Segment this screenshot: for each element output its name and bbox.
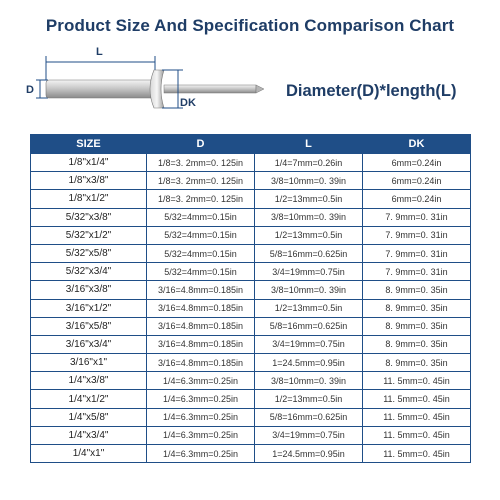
cell-size: 3/16"x1" xyxy=(30,353,147,373)
specification-table: SIZE D L DK 1/8"x1/4" 1/8=3. 2mm=0. 125in… xyxy=(30,134,471,464)
cell-dk: 6mm=0.24in xyxy=(362,153,471,173)
cell-l: 3/8=10mm=0. 39in xyxy=(254,208,363,227)
cell-size: 3/16"x3/4" xyxy=(30,335,147,355)
cell-dk: 8. 9mm=0. 35in xyxy=(362,353,471,373)
cell-d: 5/32=4mm=0.15in xyxy=(146,226,255,245)
cell-d: 3/16=4.8mm=0.185in xyxy=(146,335,255,355)
cell-size: 1/4"x3/4" xyxy=(30,426,147,446)
table-row: 3/16"x3/8" 3/16=4.8mm=0.185in 3/8=10mm=0. … xyxy=(30,280,471,300)
cell-d: 1/4=6.3mm=0.25in xyxy=(146,371,255,391)
cell-dk: 8. 9mm=0. 35in xyxy=(362,317,471,336)
cell-size: 5/32"x5/8" xyxy=(30,244,147,264)
table-row: 1/8"x1/2" 1/8=3. 2mm=0. 125in 1/2=13mm=0.5… xyxy=(30,189,471,209)
cell-d: 3/16=4.8mm=0.185in xyxy=(146,317,255,336)
cell-l: 1/2=13mm=0.5in xyxy=(254,389,363,409)
table-row: 1/4"x3/4" 1/4=6.3mm=0.25in 3/4=19mm=0.75in… xyxy=(30,426,471,446)
table-row: 3/16"x1" 3/16=4.8mm=0.185in 1=24.5mm=0.95i… xyxy=(30,353,471,373)
header-dk: DK xyxy=(362,134,471,154)
rivet-head xyxy=(149,69,165,109)
table-row: 5/32"x3/4" 5/32=4mm=0.15in 3/4=19mm=0.75in… xyxy=(30,262,471,282)
cell-d: 5/32=4mm=0.15in xyxy=(146,262,255,282)
cell-size: 3/16"x1/2" xyxy=(30,299,147,318)
cell-dk: 11. 5mm=0. 45in xyxy=(362,389,471,409)
cell-d: 1/4=6.3mm=0.25in xyxy=(146,389,255,409)
cell-d: 1/4=6.3mm=0.25in xyxy=(146,408,255,427)
cell-dk: 8. 9mm=0. 35in xyxy=(362,299,471,318)
cell-dk: 7. 9mm=0. 31in xyxy=(362,262,471,282)
rivet-dimension-diagram: L D DK xyxy=(26,46,265,109)
cell-d: 1/8=3. 2mm=0. 125in xyxy=(146,189,255,209)
header-d: D xyxy=(146,134,255,154)
length-label: L xyxy=(96,46,103,58)
cell-d: 3/16=4.8mm=0.185in xyxy=(146,353,255,373)
cell-size: 1/8"x1/4" xyxy=(30,153,147,173)
cell-d: 1/8=3. 2mm=0. 125in xyxy=(146,153,255,173)
cell-dk: 11. 5mm=0. 45in xyxy=(362,371,471,391)
table-row: 1/8"x3/8" 1/8=3. 2mm=0. 125in 3/8=10mm=0. … xyxy=(30,171,471,191)
table-row: 3/16"x1/2" 3/16=4.8mm=0.185in 1/2=13mm=0.5… xyxy=(30,299,471,318)
cell-size: 1/4"x3/8" xyxy=(30,371,147,391)
cell-l: 1/2=13mm=0.5in xyxy=(254,299,363,318)
cell-l: 3/4=19mm=0.75in xyxy=(254,262,363,282)
rivet-body xyxy=(45,79,157,99)
cell-l: 3/8=10mm=0. 39in xyxy=(254,280,363,300)
table-row: 3/16"x3/4" 3/16=4.8mm=0.185in 3/4=19mm=0.7… xyxy=(30,335,471,355)
cell-size: 1/8"x1/2" xyxy=(30,189,147,209)
table-row: 5/32"x5/8" 5/32=4mm=0.15in 5/8=16mm=0.625i… xyxy=(30,244,471,264)
head-diameter-label: DK xyxy=(180,97,196,109)
diameter-label: D xyxy=(26,84,34,96)
cell-l: 1=24.5mm=0.95in xyxy=(254,444,363,464)
cell-dk: 11. 5mm=0. 45in xyxy=(362,444,471,464)
cell-d: 1/4=6.3mm=0.25in xyxy=(146,444,255,464)
cell-l: 3/4=19mm=0.75in xyxy=(254,335,363,355)
table-header-row: SIZE D L DK xyxy=(30,134,471,154)
cell-size: 1/4"x5/8" xyxy=(30,408,147,427)
cell-d: 5/32=4mm=0.15in xyxy=(146,244,255,264)
cell-dk: 11. 5mm=0. 45in xyxy=(362,408,471,427)
cell-size: 3/16"x3/8" xyxy=(30,280,147,300)
header-size: SIZE xyxy=(30,134,147,154)
cell-dk: 8. 9mm=0. 35in xyxy=(362,335,471,355)
cell-l: 3/4=19mm=0.75in xyxy=(254,426,363,446)
cell-d: 1/4=6.3mm=0.25in xyxy=(146,426,255,446)
cell-l: 3/8=10mm=0. 39in xyxy=(254,171,363,191)
cell-d: 3/16=4.8mm=0.185in xyxy=(146,299,255,318)
table-row: 1/8"x1/4" 1/8=3. 2mm=0. 125in 1/4=7mm=0.26… xyxy=(30,153,471,173)
cell-dk: 11. 5mm=0. 45in xyxy=(362,426,471,446)
table-row: 1/4"x1/2" 1/4=6.3mm=0.25in 1/2=13mm=0.5in 1… xyxy=(30,389,471,409)
cell-d: 5/32=4mm=0.15in xyxy=(146,208,255,227)
cell-l: 1/4=7mm=0.26in xyxy=(254,153,363,173)
cell-dk: 8. 9mm=0. 35in xyxy=(362,280,471,300)
cell-dk: 6mm=0.24in xyxy=(362,189,471,209)
cell-dk: 7. 9mm=0. 31in xyxy=(362,244,471,264)
table-row: 3/16"x5/8" 3/16=4.8mm=0.185in 5/8=16mm=0.6… xyxy=(30,317,471,336)
cell-size: 1/8"x3/8" xyxy=(30,171,147,191)
cell-size: 5/32"x3/4" xyxy=(30,262,147,282)
cell-size: 1/4"x1" xyxy=(30,444,147,464)
cell-size: 5/32"x3/8" xyxy=(30,208,147,227)
cell-size: 5/32"x1/2" xyxy=(30,226,147,245)
cell-d: 3/16=4.8mm=0.185in xyxy=(146,280,255,300)
table-row: 1/4"x1" 1/4=6.3mm=0.25in 1=24.5mm=0.95in 11… xyxy=(30,444,471,464)
cell-l: 1/2=13mm=0.5in xyxy=(254,189,363,209)
header-l: L xyxy=(254,134,363,154)
table-row: 1/4"x3/8" 1/4=6.3mm=0.25in 3/8=10mm=0. 39i… xyxy=(30,371,471,391)
cell-l: 5/8=16mm=0.625in xyxy=(254,244,363,264)
table-row: 5/32"x1/2" 5/32=4mm=0.15in 1/2=13mm=0.5in 7… xyxy=(30,226,471,245)
cell-l: 1/2=13mm=0.5in xyxy=(254,226,363,245)
cell-d: 1/8=3. 2mm=0. 125in xyxy=(146,171,255,191)
cell-size: 1/4"x1/2" xyxy=(30,389,147,409)
cell-l: 5/8=16mm=0.625in xyxy=(254,317,363,336)
cell-l: 1=24.5mm=0.95in xyxy=(254,353,363,373)
chart-title: Product Size And Specification Compariso… xyxy=(45,16,455,35)
table-row: 1/4"x5/8" 1/4=6.3mm=0.25in 5/8=16mm=0.625i… xyxy=(30,408,471,427)
cell-l: 3/8=10mm=0. 39in xyxy=(254,371,363,391)
cell-dk: 6mm=0.24in xyxy=(362,171,471,191)
cell-dk: 7. 9mm=0. 31in xyxy=(362,226,471,245)
cell-dk: 7. 9mm=0. 31in xyxy=(362,208,471,227)
cell-size: 3/16"x5/8" xyxy=(30,317,147,336)
formula-label: Diameter(D)*length(L) xyxy=(286,82,457,100)
cell-l: 5/8=16mm=0.625in xyxy=(254,408,363,427)
table-row: 5/32"x3/8" 5/32=4mm=0.15in 3/8=10mm=0. 39i… xyxy=(30,208,471,227)
